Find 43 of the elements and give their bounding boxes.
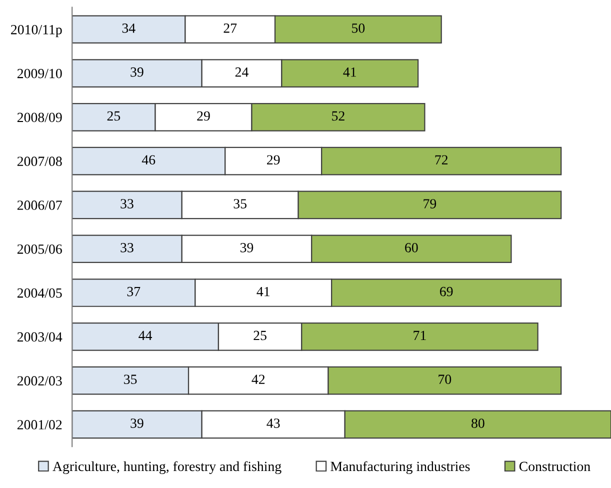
legend-label: Agriculture, hunting, forestry and fishing bbox=[52, 461, 282, 474]
data-label: 39 bbox=[130, 418, 144, 428]
data-label: 44 bbox=[138, 330, 152, 340]
data-label: 35 bbox=[234, 199, 246, 208]
data-label: 25 bbox=[254, 330, 266, 340]
y-tick-label: 2006/07 bbox=[17, 200, 62, 210]
y-tick-label: 2003/04 bbox=[17, 332, 62, 342]
y-tick-label: 2004/05 bbox=[17, 288, 62, 298]
data-label: 41 bbox=[343, 67, 356, 77]
data-label: 39 bbox=[240, 243, 254, 252]
data-label: 43 bbox=[266, 418, 280, 428]
data-label: 33 bbox=[120, 243, 134, 252]
data-label: 79 bbox=[424, 199, 436, 208]
data-label: 46 bbox=[142, 155, 156, 165]
data-label: 72 bbox=[435, 155, 448, 164]
data-label: 25 bbox=[107, 111, 120, 121]
data-label: 34 bbox=[122, 24, 136, 33]
y-tick-label: 2001/02 bbox=[17, 420, 62, 430]
y-tick-label: 2002/03 bbox=[17, 376, 62, 386]
legend-label: Manufacturing industries bbox=[330, 461, 470, 474]
data-label: 42 bbox=[252, 374, 265, 384]
data-label: 52 bbox=[332, 111, 344, 121]
data-label: 29 bbox=[267, 155, 280, 165]
data-label: 35 bbox=[124, 374, 137, 384]
y-tick-label: 2007/08 bbox=[17, 156, 62, 166]
data-label: 24 bbox=[235, 67, 248, 77]
data-label: 80 bbox=[472, 418, 484, 428]
data-label: 50 bbox=[352, 23, 365, 33]
data-label: 69 bbox=[440, 286, 453, 296]
data-label: 29 bbox=[197, 111, 210, 121]
y-tick-label: 2005/06 bbox=[17, 244, 62, 254]
data-label: 27 bbox=[224, 24, 237, 33]
data-label: 70 bbox=[438, 374, 452, 384]
data-label: 71 bbox=[414, 330, 426, 340]
y-tick-label: 2009/10 bbox=[17, 68, 62, 78]
y-tick-label: 2010/11p bbox=[11, 24, 62, 38]
data-label: 37 bbox=[127, 286, 140, 296]
y-tick-label: 2008/09 bbox=[17, 112, 62, 122]
legend-label: Construction bbox=[519, 462, 590, 472]
data-label: 41 bbox=[256, 286, 270, 296]
data-label: 39 bbox=[130, 67, 144, 77]
data-label: 60 bbox=[405, 242, 418, 252]
data-label: 33 bbox=[120, 199, 134, 208]
